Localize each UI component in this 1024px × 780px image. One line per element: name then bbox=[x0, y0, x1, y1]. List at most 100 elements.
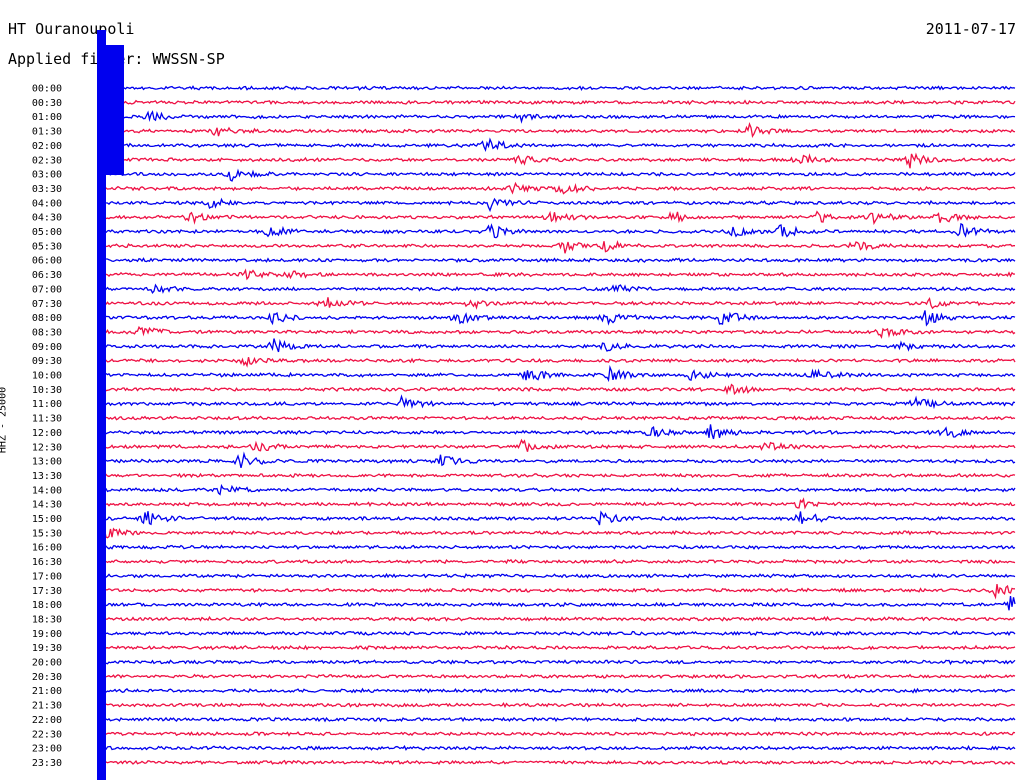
tick-label-0530: 05:30 bbox=[32, 241, 62, 252]
trace-row-1030 bbox=[99, 383, 1016, 396]
trace-row-2000 bbox=[99, 659, 1016, 666]
tick-label-2130: 21:30 bbox=[32, 701, 62, 712]
trace-row-0500 bbox=[99, 222, 1016, 239]
event-coda bbox=[106, 45, 124, 175]
tick-label-1630: 16:30 bbox=[32, 557, 62, 568]
clipped-event-band bbox=[97, 30, 106, 780]
tick-label-0200: 02:00 bbox=[32, 141, 62, 152]
trace-row-0230 bbox=[99, 152, 1016, 169]
tick-label-2230: 22:30 bbox=[32, 729, 62, 740]
trace-row-0000 bbox=[99, 85, 1016, 91]
tick-label-1830: 18:30 bbox=[32, 614, 62, 625]
tick-label-1130: 11:30 bbox=[32, 414, 62, 425]
trace-row-2130 bbox=[99, 701, 1016, 709]
tick-label-1330: 13:30 bbox=[32, 471, 62, 482]
trace-row-0300 bbox=[99, 168, 1016, 182]
tick-label-0630: 06:30 bbox=[32, 270, 62, 281]
trace-row-1330 bbox=[99, 472, 1016, 479]
trace-row-1430 bbox=[99, 497, 1016, 510]
trace-row-1230 bbox=[99, 438, 1016, 452]
tick-label-0430: 04:30 bbox=[32, 213, 62, 224]
trace-row-1900 bbox=[99, 630, 1016, 637]
trace-row-1200 bbox=[99, 424, 1016, 440]
trace-row-0900 bbox=[99, 338, 1016, 353]
seismic-traces bbox=[99, 85, 1016, 766]
tick-label-0330: 03:30 bbox=[32, 184, 62, 195]
tick-label-1900: 19:00 bbox=[32, 629, 62, 640]
trace-row-1800 bbox=[99, 596, 1016, 611]
tick-label-1400: 14:00 bbox=[32, 485, 62, 496]
trace-row-2030 bbox=[99, 673, 1016, 680]
trace-row-0330 bbox=[99, 181, 1016, 195]
trace-row-0800 bbox=[99, 310, 1016, 327]
trace-row-1100 bbox=[99, 394, 1016, 410]
tick-label-0230: 02:30 bbox=[32, 155, 62, 166]
tick-label-2200: 22:00 bbox=[32, 715, 62, 726]
tick-label-1800: 18:00 bbox=[32, 600, 62, 611]
tick-label-0130: 01:30 bbox=[32, 127, 62, 138]
tick-label-0830: 08:30 bbox=[32, 327, 62, 338]
tick-label-1600: 16:00 bbox=[32, 543, 62, 554]
tick-label-0730: 07:30 bbox=[32, 299, 62, 310]
tick-label-1500: 15:00 bbox=[32, 514, 62, 525]
trace-row-0730 bbox=[99, 296, 1016, 310]
trace-row-0930 bbox=[99, 356, 1016, 368]
tick-label-1300: 13:00 bbox=[32, 457, 62, 468]
tick-label-1230: 12:30 bbox=[32, 442, 62, 453]
tick-label-0000: 00:00 bbox=[32, 84, 62, 95]
tick-label-0800: 08:00 bbox=[32, 313, 62, 324]
trace-row-0130 bbox=[99, 122, 1016, 138]
trace-row-1530 bbox=[99, 527, 1016, 542]
trace-row-1630 bbox=[99, 558, 1016, 565]
tick-label-0930: 09:30 bbox=[32, 356, 62, 367]
trace-row-2200 bbox=[99, 716, 1016, 723]
trace-row-0530 bbox=[99, 240, 1016, 254]
tick-label-1730: 17:30 bbox=[32, 586, 62, 597]
tick-label-0600: 06:00 bbox=[32, 256, 62, 267]
tick-label-1700: 17:00 bbox=[32, 571, 62, 582]
trace-row-1400 bbox=[99, 483, 1016, 496]
trace-row-1830 bbox=[99, 615, 1016, 622]
main-event-trace bbox=[97, 30, 124, 780]
tick-label-0300: 03:00 bbox=[32, 170, 62, 181]
tick-label-2000: 20:00 bbox=[32, 658, 62, 669]
trace-row-0700 bbox=[99, 283, 1016, 294]
trace-row-0200 bbox=[99, 137, 1016, 153]
tick-label-1930: 19:30 bbox=[32, 643, 62, 654]
tick-label-1430: 14:30 bbox=[32, 500, 62, 511]
tick-label-2030: 20:30 bbox=[32, 672, 62, 683]
trace-row-0400 bbox=[99, 197, 1016, 213]
time-tick-labels: 00:00 00:30 01:00 01:30 02:00 02:30 03:00 03:30… bbox=[32, 84, 62, 769]
tick-label-0400: 04:00 bbox=[32, 198, 62, 209]
trace-row-1600 bbox=[99, 544, 1016, 551]
tick-label-1000: 10:00 bbox=[32, 371, 62, 382]
date-label: 2011-07-17 bbox=[925, 20, 1016, 38]
trace-row-0830 bbox=[99, 325, 1016, 339]
trace-row-1000 bbox=[99, 364, 1016, 383]
trace-row-2330 bbox=[99, 759, 1016, 766]
tick-label-0030: 00:30 bbox=[32, 98, 62, 109]
tick-label-1530: 15:30 bbox=[32, 528, 62, 539]
tick-label-1200: 12:00 bbox=[32, 428, 62, 439]
tick-label-0500: 05:00 bbox=[32, 227, 62, 238]
trace-row-0630 bbox=[99, 268, 1016, 281]
trace-row-0430 bbox=[99, 210, 1016, 226]
trace-row-2300 bbox=[99, 744, 1016, 751]
tick-label-2330: 23:30 bbox=[32, 758, 62, 769]
tick-label-0900: 09:00 bbox=[32, 342, 62, 353]
trace-row-2100 bbox=[99, 687, 1016, 694]
tick-label-0100: 01:00 bbox=[32, 112, 62, 123]
trace-row-0600 bbox=[99, 257, 1016, 264]
tick-label-2100: 21:00 bbox=[32, 686, 62, 697]
trace-row-1930 bbox=[99, 644, 1016, 651]
tick-label-1030: 10:30 bbox=[32, 385, 62, 396]
trace-row-1300 bbox=[99, 451, 1016, 468]
tick-label-0700: 07:00 bbox=[32, 284, 62, 295]
trace-row-1730 bbox=[99, 583, 1016, 600]
trace-row-1130 bbox=[99, 415, 1016, 421]
trace-row-1500 bbox=[99, 510, 1016, 526]
trace-row-0030 bbox=[99, 99, 1016, 106]
tick-label-1100: 11:00 bbox=[32, 399, 62, 410]
tick-label-2300: 23:00 bbox=[32, 744, 62, 755]
